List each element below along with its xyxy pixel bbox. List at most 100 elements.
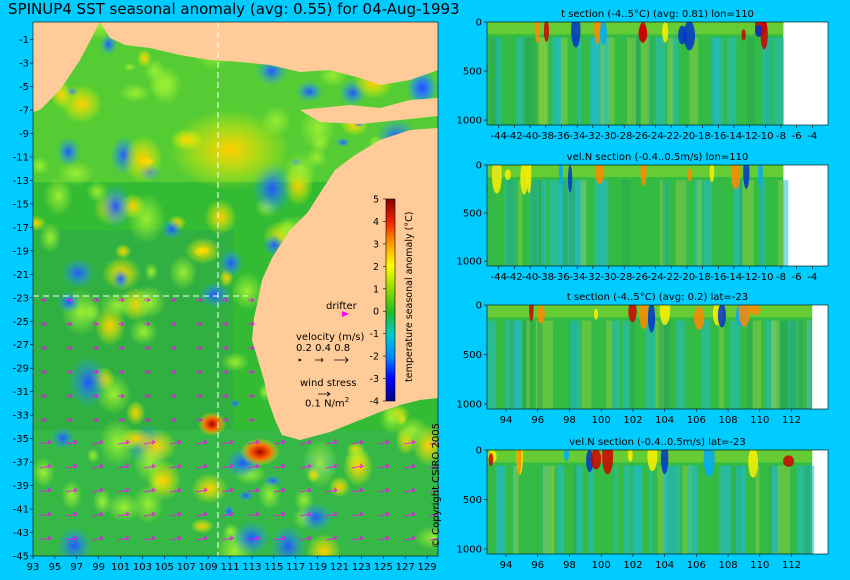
lat-tick-label: -7 bbox=[19, 106, 29, 117]
lat-tick-label: -1 bbox=[19, 35, 29, 46]
lon-tick-label: 117 bbox=[286, 562, 305, 573]
x-tick-label: -30 bbox=[600, 131, 616, 142]
x-tick-label: -20 bbox=[679, 131, 695, 142]
section-panel: t section (-4..5°C) (avg: 0.2) lat=-23 0 5… bbox=[457, 292, 829, 426]
section-panel: vel.N section (-0.4..0.5m/s) lat=-23 0 500… bbox=[457, 437, 829, 571]
lat-tick-label: -43 bbox=[13, 528, 29, 539]
x-tick-label: -12 bbox=[741, 272, 757, 283]
x-tick-label: -4 bbox=[807, 131, 817, 142]
x-tick-label: 94 bbox=[500, 415, 513, 426]
lon-tick-label: 113 bbox=[242, 562, 261, 573]
x-tick-label: -16 bbox=[710, 131, 726, 142]
x-tick-label: -40 bbox=[522, 131, 538, 142]
depth-tick-label: 500 bbox=[463, 67, 482, 78]
colorbar-tick-label: 1 bbox=[373, 284, 379, 295]
drifter-label: drifter bbox=[326, 301, 357, 312]
lat-tick-label: -41 bbox=[13, 505, 29, 516]
x-tick-label: -18 bbox=[694, 272, 710, 283]
lat-tick-label: -33 bbox=[13, 411, 29, 422]
wind-legend-value: 0.1 N/m2 bbox=[305, 396, 349, 409]
lon-tick-label: 97 bbox=[70, 562, 83, 573]
colorbar-tick-label: 2 bbox=[373, 262, 379, 273]
lat-tick-label: -37 bbox=[13, 458, 29, 469]
x-tick-label: -40 bbox=[522, 272, 538, 283]
velocity-value-1: 0.4 bbox=[315, 343, 331, 354]
x-tick-label: -14 bbox=[726, 131, 742, 142]
x-tick-label: -4 bbox=[807, 272, 817, 283]
section-title: t section (-4..5°C) (avg: 0.81) lon=110 bbox=[561, 9, 754, 20]
depth-tick-label: 1000 bbox=[457, 257, 482, 268]
lon-tick-label: 109 bbox=[199, 562, 218, 573]
x-tick-label: -8 bbox=[776, 131, 786, 142]
longitude-tick-labels: 93 95 97 99 101 103 105 107 109 111 113 115 117 119 12… bbox=[27, 556, 437, 573]
depth-tick-label: 500 bbox=[463, 350, 482, 361]
x-tick-label: 100 bbox=[592, 560, 611, 571]
lon-tick-label: 119 bbox=[308, 562, 327, 573]
sumatra-land bbox=[33, 22, 100, 112]
java-borneo-land bbox=[100, 22, 438, 85]
lon-tick-label: 111 bbox=[220, 562, 239, 573]
x-tick-label: -34 bbox=[569, 131, 585, 142]
wind-stress-arrows bbox=[39, 297, 438, 541]
lat-tick-label: -19 bbox=[13, 246, 29, 257]
x-tick-label: -26 bbox=[632, 272, 648, 283]
section-field bbox=[487, 165, 828, 266]
lat-tick-label: -45 bbox=[13, 552, 29, 563]
section-title: vel.N section (-0.4..0.5m/s) lat=-23 bbox=[569, 437, 746, 448]
x-tick-label: 102 bbox=[623, 560, 642, 571]
lon-tick-label: 107 bbox=[177, 562, 196, 573]
x-tick-label: -28 bbox=[616, 272, 632, 283]
wind-value-text: 0.1 N/m bbox=[305, 398, 345, 410]
x-tick-label: 96 bbox=[531, 415, 544, 426]
drifter-marker bbox=[342, 311, 349, 317]
x-tick-label: -22 bbox=[663, 272, 679, 283]
wind-legend-arrow bbox=[318, 391, 331, 397]
colorbar-tick-label: 0 bbox=[373, 307, 379, 318]
x-tick-label: 112 bbox=[782, 415, 801, 426]
x-tick-label: -14 bbox=[726, 272, 742, 283]
x-tick-label: -22 bbox=[663, 131, 679, 142]
x-tick-label: -28 bbox=[616, 131, 632, 142]
x-tick-label: -6 bbox=[792, 131, 802, 142]
depth-tick-label: 0 bbox=[476, 446, 482, 457]
x-tick-label: -24 bbox=[647, 131, 663, 142]
colorbar-tick-label: 5 bbox=[373, 195, 379, 206]
x-tick-label: 106 bbox=[687, 415, 706, 426]
depth-tick-label: 1000 bbox=[457, 545, 482, 556]
colorbar bbox=[385, 198, 396, 402]
lat-tick-label: -27 bbox=[13, 340, 29, 351]
x-tick-label: 108 bbox=[719, 560, 738, 571]
x-tick-label: -38 bbox=[538, 272, 554, 283]
colorbar-ticks: 5 4 3 2 1 0 -1 -2 -3 -4 bbox=[370, 195, 386, 408]
x-tick-label: 110 bbox=[750, 415, 769, 426]
x-tick-label: -42 bbox=[506, 272, 522, 283]
lon-tick-label: 105 bbox=[155, 562, 174, 573]
x-tick-label: -30 bbox=[600, 272, 616, 283]
velocity-legend-values: 0.2 0.4 0.8 bbox=[296, 343, 350, 354]
x-tick-label: -36 bbox=[553, 272, 569, 283]
velocity-legend-arrows bbox=[298, 356, 349, 364]
x-tick-label: -44 bbox=[491, 272, 507, 283]
latitude-tick-labels: -1 -3 -5 -7 -9 -11 -13 -15 -17 -19 -21 -23 -25 -27 -29… bbox=[13, 35, 33, 563]
section-panel: vel.N section (-0.4..0.5m/s) lon=110 0 500… bbox=[457, 152, 829, 283]
colorbar-tick-label: -1 bbox=[370, 329, 379, 340]
x-tick-label: 98 bbox=[563, 560, 576, 571]
lon-tick-label: 125 bbox=[374, 562, 393, 573]
section-title: vel.N section (-0.4..0.5m/s) lon=110 bbox=[567, 152, 749, 163]
lon-tick-label: 123 bbox=[352, 562, 371, 573]
lon-tick-label: 115 bbox=[264, 562, 283, 573]
lon-tick-label: 103 bbox=[133, 562, 152, 573]
x-tick-label: 104 bbox=[655, 560, 674, 571]
colorbar-tick-label: -3 bbox=[370, 374, 379, 385]
x-tick-label: 102 bbox=[623, 415, 642, 426]
section-field bbox=[487, 305, 828, 409]
depth-tick-label: 1000 bbox=[457, 116, 482, 127]
x-tick-label: -10 bbox=[757, 131, 773, 142]
x-tick-label: 100 bbox=[592, 415, 611, 426]
lat-tick-label: -25 bbox=[13, 317, 29, 328]
wind-legend-label: wind stress bbox=[300, 378, 357, 389]
x-tick-label: -36 bbox=[553, 131, 569, 142]
lon-tick-label: 99 bbox=[92, 562, 105, 573]
